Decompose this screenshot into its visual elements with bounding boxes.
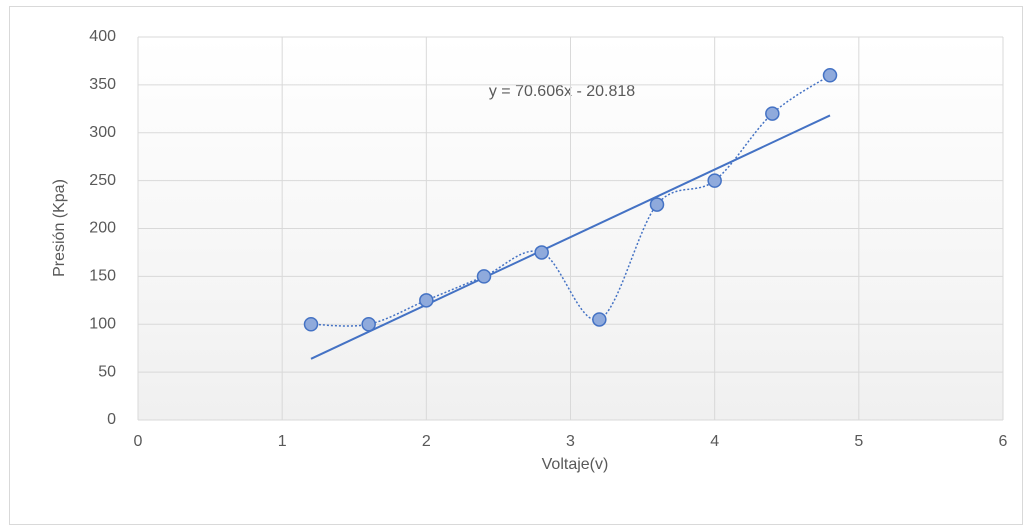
y-tick-label: 350 [89, 76, 116, 93]
x-tick-label: 4 [710, 433, 719, 450]
y-tick-label: 150 [89, 268, 116, 285]
x-tick-label: 6 [999, 433, 1008, 450]
data-point [419, 293, 434, 308]
y-tick-label: 0 [107, 411, 116, 428]
y-tick-label: 400 [89, 28, 116, 45]
x-tick-label: 5 [854, 433, 863, 450]
y-tick-label: 300 [89, 124, 116, 141]
series-line [310, 74, 831, 327]
x-axis-label: Voltaje(v) [542, 456, 609, 473]
data-point [592, 312, 607, 327]
y-axis-label: Presión (Kpa) [51, 179, 68, 277]
data-point [765, 106, 780, 121]
data-point [476, 269, 492, 284]
y-tick-label: 100 [89, 315, 116, 332]
data-point [303, 317, 319, 332]
x-tick-label: 1 [278, 433, 287, 450]
x-tick-label: 0 [134, 433, 143, 450]
data-point [707, 173, 722, 188]
trendline [310, 114, 831, 360]
data-point [534, 245, 549, 260]
x-tick-label: 2 [422, 433, 431, 450]
y-tick-label: 250 [89, 172, 116, 189]
y-tick-label: 200 [89, 220, 116, 237]
x-tick-label: 3 [566, 433, 575, 450]
trendline-equation: y = 70.606x - 20.818 [489, 83, 635, 100]
data-point [649, 197, 665, 212]
data-point [822, 68, 838, 83]
data-point [361, 317, 376, 332]
y-tick-label: 50 [98, 363, 116, 380]
